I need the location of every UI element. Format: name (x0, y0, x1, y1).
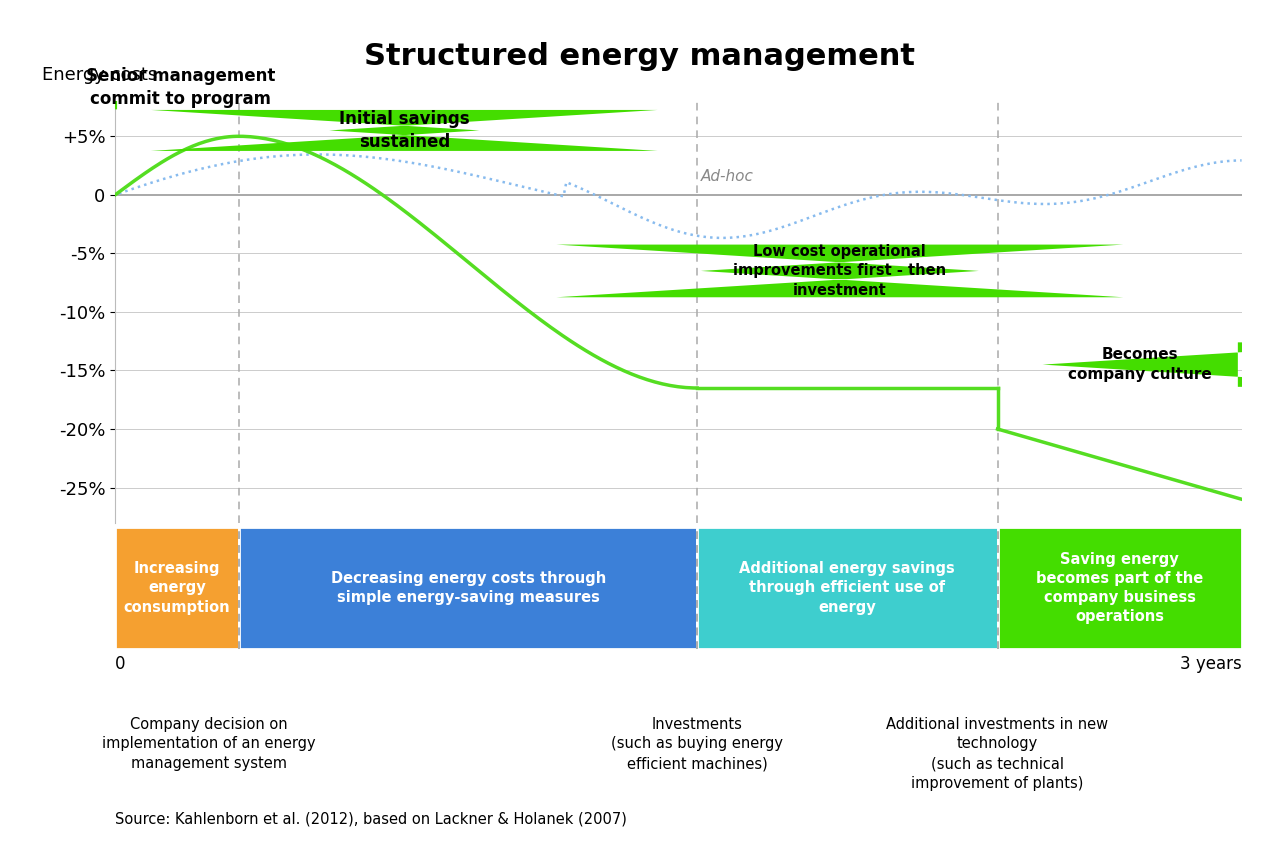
Bar (698, 527, 997, 649)
Text: Increasing
energy
consumption: Increasing energy consumption (124, 561, 230, 615)
Polygon shape (557, 244, 1124, 298)
Text: 0: 0 (115, 655, 125, 673)
Text: Investments
(such as buying energy
efficient machines): Investments (such as buying energy effic… (611, 717, 783, 771)
Polygon shape (151, 110, 658, 151)
Text: Initial savings
sustained: Initial savings sustained (339, 110, 470, 151)
Bar (997, 527, 1242, 649)
Text: 3 years: 3 years (1180, 655, 1242, 673)
Text: Ad-hoc: Ad-hoc (701, 169, 754, 184)
Text: Senior management
commit to program: Senior management commit to program (86, 67, 275, 108)
Polygon shape (1043, 342, 1280, 387)
Text: Low cost operational
improvements first - then
investment: Low cost operational improvements first … (733, 244, 946, 298)
Text: Company decision on
implementation of an energy
management system: Company decision on implementation of an… (102, 717, 316, 771)
Text: Energy costs: Energy costs (42, 67, 157, 84)
Bar (115, 527, 239, 649)
Polygon shape (0, 65, 244, 110)
Text: Decreasing energy costs through
simple energy-saving measures: Decreasing energy costs through simple e… (330, 571, 605, 605)
Text: Additional energy savings
through efficient use of
energy: Additional energy savings through effici… (740, 561, 955, 615)
Text: Becomes
company culture: Becomes company culture (1069, 347, 1212, 382)
Text: Source: Kahlenborn et al. (2012), based on Lackner & Holanek (2007): Source: Kahlenborn et al. (2012), based … (115, 811, 627, 826)
Text: Saving energy
becomes part of the
company business
operations: Saving energy becomes part of the compan… (1036, 551, 1203, 625)
Bar (239, 527, 698, 649)
Text: Structured energy management: Structured energy management (365, 42, 915, 71)
Text: Additional investments in new
technology
(such as technical
improvement of plant: Additional investments in new technology… (887, 717, 1108, 791)
